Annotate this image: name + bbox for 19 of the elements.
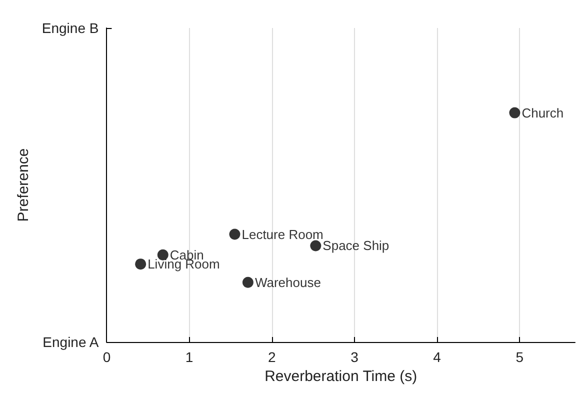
x-tick-label: 1 bbox=[185, 349, 194, 365]
point bbox=[242, 276, 254, 288]
point bbox=[135, 258, 146, 270]
text: Engine A bbox=[42, 334, 100, 350]
point bbox=[509, 107, 520, 118]
x-tick-label: 2 bbox=[268, 349, 276, 365]
point bbox=[229, 228, 240, 240]
y-axis-title: Preference bbox=[15, 148, 32, 222]
annotation: Warehouse bbox=[254, 274, 321, 290]
text: Engine B bbox=[42, 20, 99, 36]
x-axis-title: Reverberation Time (s) bbox=[264, 368, 418, 385]
x-tick-label: 5 bbox=[516, 349, 524, 365]
annotation: Space Ship bbox=[322, 238, 390, 254]
annotation: Lecture Room bbox=[242, 226, 324, 242]
x-tick-label: 0 bbox=[102, 349, 111, 365]
annotation: Church bbox=[522, 105, 564, 120]
point bbox=[310, 240, 322, 252]
x-tick-label: 4 bbox=[433, 349, 442, 365]
x-tick-label: 3 bbox=[350, 349, 359, 365]
